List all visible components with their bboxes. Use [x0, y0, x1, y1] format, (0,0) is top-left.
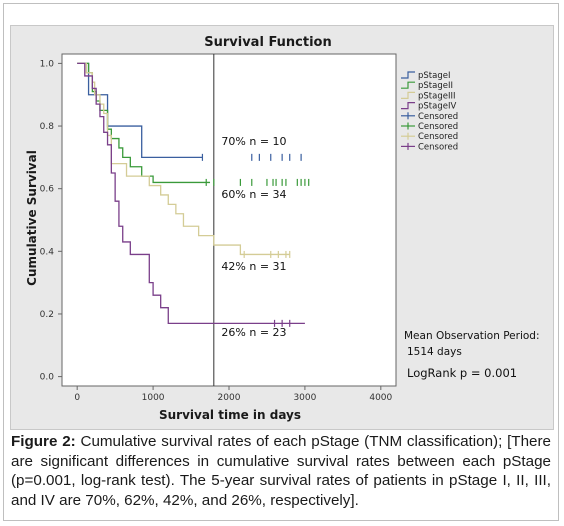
legend-swatch: [401, 71, 415, 79]
x-axis-label: Survival time in days: [159, 408, 301, 422]
x-tick-label: 3000: [293, 393, 316, 403]
y-tick-label: 0.2: [40, 310, 54, 320]
legend-swatch: [401, 81, 415, 89]
logrank-label: LogRank p = 0.001: [407, 366, 517, 380]
mean-observation-value: 1514 days: [407, 346, 462, 358]
legend-label: Censored: [418, 122, 458, 132]
annotation-label: 42% n = 31: [221, 260, 286, 273]
y-tick-label: 0.6: [40, 185, 55, 195]
x-tick-label: 0: [74, 393, 80, 403]
plot-area: [61, 53, 397, 387]
legend-label: pStageIV: [418, 102, 456, 112]
survival-chart: Survival Function 0.0 0.2 0.4 0.6 0.8 1.0 0 100…: [25, 35, 540, 422]
legend-swatch: [401, 102, 415, 110]
legend-swatch: [401, 91, 415, 99]
annotation-label: 70% n = 10: [221, 135, 286, 148]
legend-label: pStageIII: [418, 91, 455, 101]
annotation-label: 60% n = 34: [221, 188, 286, 201]
caption-text: Cumulative survival rates of each pStage…: [11, 433, 551, 509]
mean-observation-label: Mean Observation Period:: [404, 330, 540, 342]
legend-label: pStageI: [418, 71, 450, 81]
legend-label: pStageII: [418, 81, 453, 91]
legend-label: Censored: [418, 142, 458, 152]
chart-title: Survival Function: [204, 35, 332, 50]
annotation-label: 26% n = 23: [221, 326, 286, 339]
x-tick-label: 4000: [369, 393, 392, 403]
x-tick-label: 2000: [218, 393, 241, 403]
caption-label: Figure 2:: [11, 433, 76, 450]
legend-label: Censored: [418, 132, 458, 142]
y-tick-label: 0.4: [40, 247, 55, 257]
y-tick-label: 1.0: [40, 59, 55, 69]
y-axis-label: Cumulative Survival: [25, 150, 39, 286]
y-tick-label: 0.8: [40, 122, 55, 132]
y-tick-label: 0.0: [40, 373, 55, 383]
series-line-pStageIV: [77, 62, 305, 325]
figure-caption: Figure 2: Cumulative survival rates of e…: [11, 432, 551, 510]
x-tick-label: 1000: [142, 393, 165, 403]
legend-label: Censored: [418, 112, 458, 122]
